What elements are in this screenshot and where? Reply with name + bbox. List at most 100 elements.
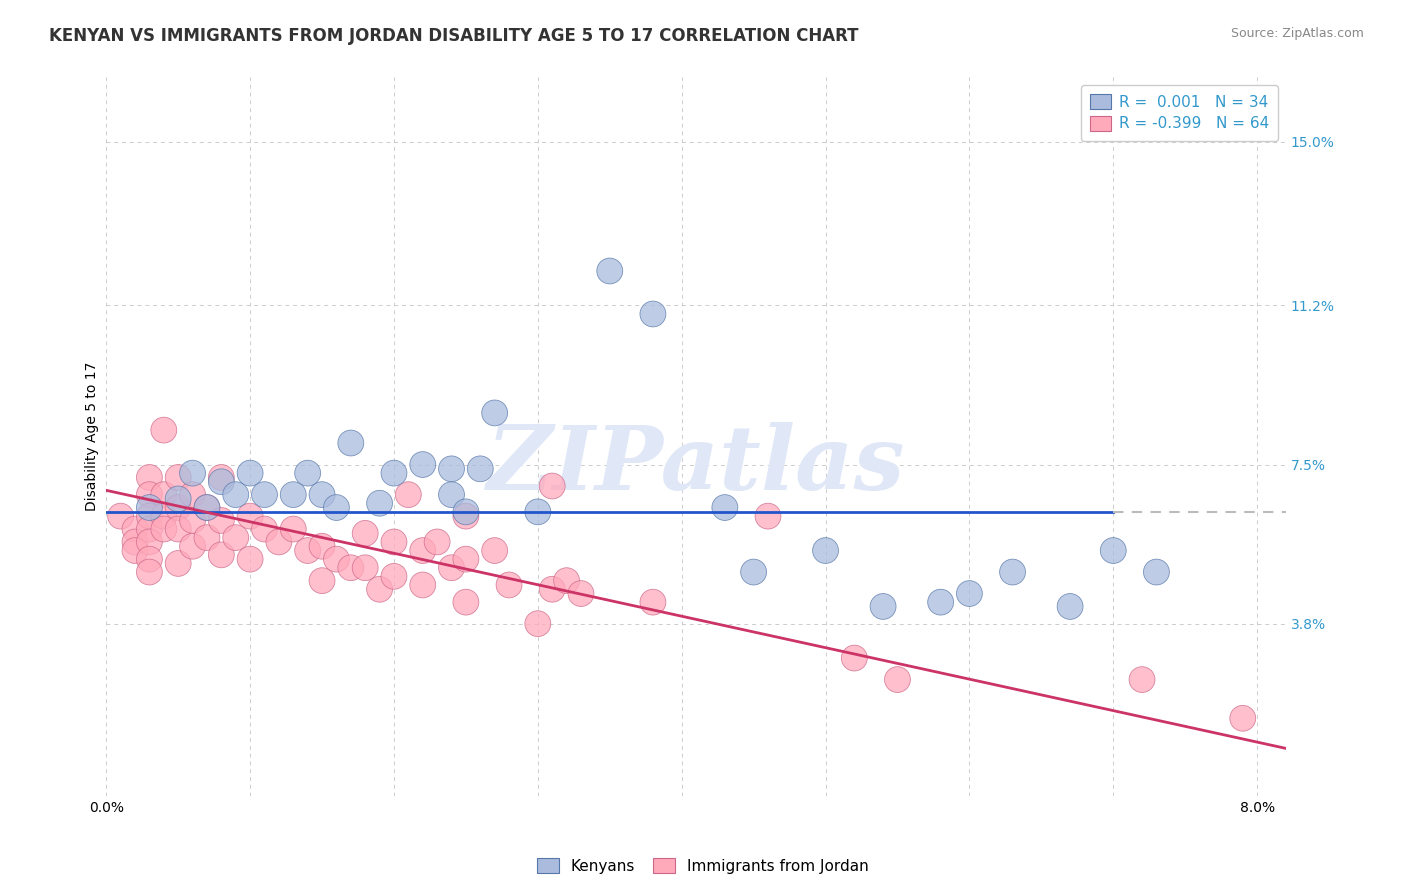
Ellipse shape [194, 495, 219, 520]
Ellipse shape [208, 465, 235, 491]
Ellipse shape [956, 581, 983, 607]
Ellipse shape [150, 516, 177, 542]
Ellipse shape [1057, 593, 1083, 619]
Ellipse shape [337, 430, 364, 456]
Ellipse shape [568, 581, 593, 607]
Ellipse shape [208, 508, 235, 533]
Ellipse shape [252, 482, 277, 508]
Ellipse shape [409, 451, 436, 477]
Ellipse shape [353, 520, 378, 546]
Ellipse shape [309, 567, 335, 593]
Ellipse shape [295, 460, 321, 486]
Ellipse shape [166, 465, 191, 491]
Ellipse shape [180, 508, 205, 533]
Ellipse shape [150, 417, 177, 443]
Ellipse shape [367, 576, 392, 602]
Ellipse shape [166, 486, 191, 512]
Legend: Kenyans, Immigrants from Jordan: Kenyans, Immigrants from Jordan [531, 852, 875, 880]
Y-axis label: Disability Age 5 to 17: Disability Age 5 to 17 [86, 362, 100, 511]
Text: KENYAN VS IMMIGRANTS FROM JORDAN DISABILITY AGE 5 TO 17 CORRELATION CHART: KENYAN VS IMMIGRANTS FROM JORDAN DISABIL… [49, 27, 859, 45]
Ellipse shape [741, 559, 766, 585]
Text: ZIPatlas: ZIPatlas [488, 422, 904, 508]
Ellipse shape [640, 590, 666, 615]
Ellipse shape [280, 482, 307, 508]
Ellipse shape [1230, 706, 1256, 731]
Ellipse shape [238, 503, 263, 529]
Ellipse shape [496, 572, 522, 598]
Ellipse shape [841, 645, 868, 671]
Ellipse shape [266, 529, 292, 555]
Ellipse shape [482, 538, 508, 564]
Ellipse shape [194, 524, 219, 550]
Ellipse shape [280, 516, 307, 542]
Ellipse shape [323, 495, 349, 520]
Ellipse shape [166, 516, 191, 542]
Ellipse shape [540, 473, 565, 499]
Ellipse shape [596, 258, 623, 284]
Ellipse shape [136, 503, 162, 529]
Ellipse shape [554, 567, 579, 593]
Text: Source: ZipAtlas.com: Source: ZipAtlas.com [1230, 27, 1364, 40]
Ellipse shape [381, 564, 406, 590]
Ellipse shape [295, 538, 321, 564]
Ellipse shape [870, 593, 896, 619]
Ellipse shape [453, 546, 479, 572]
Ellipse shape [166, 550, 191, 576]
Ellipse shape [136, 482, 162, 508]
Ellipse shape [409, 538, 436, 564]
Ellipse shape [136, 529, 162, 555]
Ellipse shape [150, 482, 177, 508]
Ellipse shape [323, 546, 349, 572]
Ellipse shape [367, 491, 392, 516]
Ellipse shape [928, 590, 953, 615]
Ellipse shape [813, 538, 838, 564]
Ellipse shape [467, 456, 494, 482]
Ellipse shape [180, 533, 205, 559]
Ellipse shape [453, 499, 479, 524]
Ellipse shape [136, 559, 162, 585]
Ellipse shape [122, 538, 148, 564]
Ellipse shape [309, 533, 335, 559]
Ellipse shape [395, 482, 422, 508]
Ellipse shape [711, 495, 738, 520]
Ellipse shape [453, 503, 479, 529]
Ellipse shape [884, 666, 911, 692]
Ellipse shape [238, 460, 263, 486]
Ellipse shape [180, 482, 205, 508]
Ellipse shape [136, 546, 162, 572]
Ellipse shape [136, 495, 162, 520]
Ellipse shape [439, 555, 464, 581]
Ellipse shape [640, 301, 666, 326]
Ellipse shape [381, 529, 406, 555]
Ellipse shape [540, 576, 565, 602]
Ellipse shape [353, 555, 378, 581]
Ellipse shape [755, 503, 780, 529]
Ellipse shape [136, 516, 162, 542]
Ellipse shape [222, 482, 249, 508]
Ellipse shape [337, 555, 364, 581]
Legend: R =  0.001   N = 34, R = -0.399   N = 64: R = 0.001 N = 34, R = -0.399 N = 64 [1081, 85, 1278, 141]
Ellipse shape [252, 516, 277, 542]
Ellipse shape [194, 495, 219, 520]
Ellipse shape [208, 469, 235, 495]
Ellipse shape [108, 503, 134, 529]
Ellipse shape [1143, 559, 1170, 585]
Ellipse shape [1000, 559, 1025, 585]
Ellipse shape [309, 482, 335, 508]
Ellipse shape [238, 546, 263, 572]
Ellipse shape [482, 400, 508, 425]
Ellipse shape [409, 572, 436, 598]
Ellipse shape [150, 503, 177, 529]
Ellipse shape [381, 460, 406, 486]
Ellipse shape [208, 542, 235, 567]
Ellipse shape [136, 465, 162, 491]
Ellipse shape [425, 529, 450, 555]
Ellipse shape [122, 529, 148, 555]
Ellipse shape [439, 456, 464, 482]
Ellipse shape [166, 495, 191, 520]
Ellipse shape [439, 482, 464, 508]
Ellipse shape [180, 460, 205, 486]
Ellipse shape [1129, 666, 1154, 692]
Ellipse shape [524, 499, 551, 524]
Ellipse shape [1101, 538, 1126, 564]
